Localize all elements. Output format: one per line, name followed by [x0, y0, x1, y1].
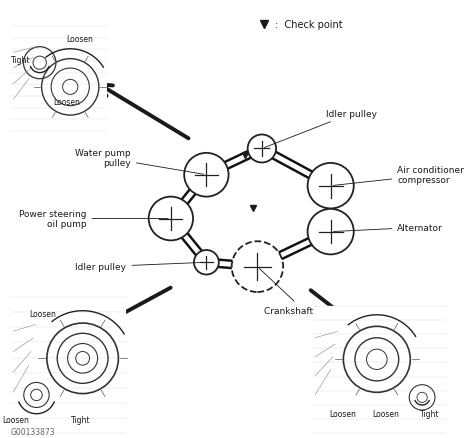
- Circle shape: [149, 197, 193, 241]
- Text: Tight: Tight: [420, 410, 440, 418]
- Text: Idler pulley: Idler pulley: [75, 262, 204, 272]
- Text: Loosen: Loosen: [66, 35, 93, 44]
- Bar: [313, 306, 446, 433]
- Circle shape: [247, 135, 276, 163]
- Circle shape: [194, 251, 219, 275]
- Text: Loosen: Loosen: [53, 98, 80, 107]
- Bar: [11, 297, 127, 433]
- Circle shape: [308, 163, 354, 209]
- Circle shape: [184, 153, 228, 197]
- Text: Tight: Tight: [71, 415, 90, 424]
- Text: Loosen: Loosen: [373, 410, 400, 418]
- Text: Loosen: Loosen: [2, 415, 29, 424]
- Text: Water pump
pulley: Water pump pulley: [75, 148, 204, 175]
- Text: Air conditioner
compressor: Air conditioner compressor: [333, 166, 464, 186]
- Text: Crankshaft pulley: Crankshaft pulley: [259, 269, 344, 315]
- Circle shape: [232, 242, 283, 292]
- Text: Loosen: Loosen: [29, 309, 55, 318]
- Circle shape: [308, 209, 354, 255]
- Text: Loosen: Loosen: [329, 410, 356, 418]
- Text: :  Check point: : Check point: [275, 20, 343, 30]
- Text: Idler pulley: Idler pulley: [264, 110, 377, 148]
- Text: Power steering
oil pump: Power steering oil pump: [19, 209, 168, 229]
- Text: Alternator: Alternator: [333, 223, 443, 232]
- Text: Tight: Tight: [11, 56, 30, 65]
- Bar: [11, 27, 107, 132]
- Text: G00133873: G00133873: [11, 427, 56, 435]
